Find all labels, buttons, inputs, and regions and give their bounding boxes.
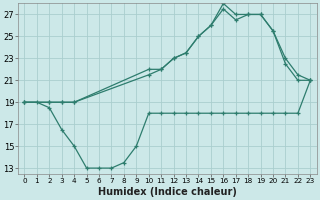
- X-axis label: Humidex (Indice chaleur): Humidex (Indice chaleur): [98, 187, 237, 197]
